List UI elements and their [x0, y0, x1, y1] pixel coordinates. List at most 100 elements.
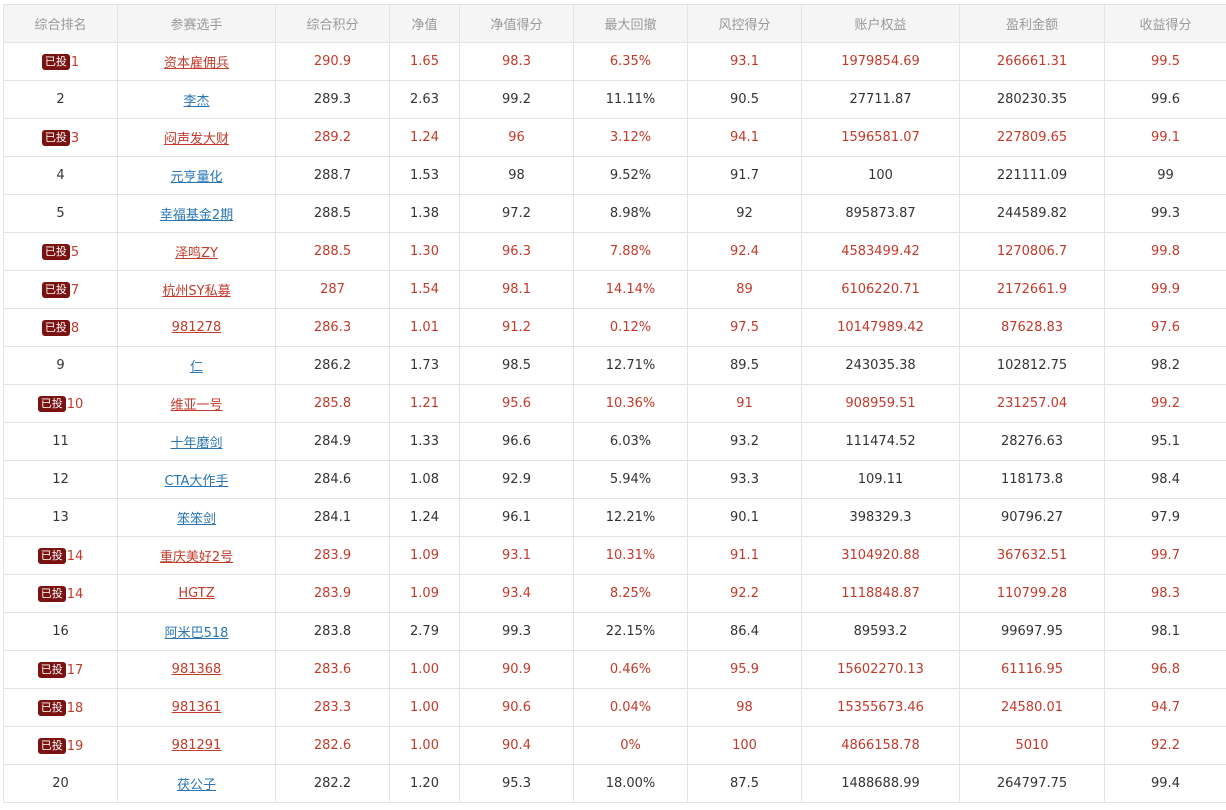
rank-number: 14 [67, 549, 84, 564]
max-drawdown-cell: 5.94% [574, 461, 688, 499]
return-score-cell: 97.6 [1105, 309, 1226, 347]
profit-cell: 231257.04 [960, 385, 1105, 423]
ranking-table: 综合排名 参赛选手 综合积分 净值 净值得分 最大回撤 风控得分 账户权益 盈利… [3, 4, 1226, 803]
header-equity[interactable]: 账户权益 [802, 5, 960, 43]
max-drawdown-cell: 0.04% [574, 689, 688, 727]
player-link[interactable]: 茯公子 [177, 778, 216, 793]
rank-cell: 2 [4, 81, 118, 119]
max-drawdown-cell: 7.88% [574, 233, 688, 271]
header-return-score[interactable]: 收益得分 [1105, 5, 1226, 43]
profit-cell: 227809.65 [960, 119, 1105, 157]
score-cell: 285.8 [276, 385, 390, 423]
equity-cell: 1596581.07 [802, 119, 960, 157]
player-link[interactable]: 闷声发大财 [164, 132, 229, 147]
header-risk-score[interactable]: 风控得分 [688, 5, 802, 43]
equity-cell: 895873.87 [802, 195, 960, 233]
player-link[interactable]: 笨笨剑 [177, 512, 216, 527]
player-link[interactable]: 981291 [172, 738, 222, 753]
player-link[interactable]: 李杰 [183, 94, 209, 109]
player-cell: CTA大作手 [118, 461, 276, 499]
header-rank[interactable]: 综合排名 [4, 5, 118, 43]
equity-cell: 15602270.13 [802, 651, 960, 689]
player-cell: 981278 [118, 309, 276, 347]
invested-badge: 已投 [42, 244, 70, 260]
equity-cell: 4583499.42 [802, 233, 960, 271]
return-score-cell: 99.8 [1105, 233, 1226, 271]
player-link[interactable]: 十年磨剑 [170, 436, 222, 451]
player-cell: 981368 [118, 651, 276, 689]
player-link[interactable]: 泽鸣ZY [175, 246, 218, 261]
rank-number: 5 [71, 245, 79, 260]
player-link[interactable]: 981278 [172, 320, 222, 335]
profit-cell: 61116.95 [960, 651, 1105, 689]
player-link[interactable]: 幸福基金2期 [160, 208, 233, 223]
invested-badge: 已投 [42, 130, 70, 146]
player-link[interactable]: CTA大作手 [165, 474, 229, 489]
player-link[interactable]: 981361 [172, 700, 222, 715]
header-player[interactable]: 参赛选手 [118, 5, 276, 43]
profit-cell: 1270806.7 [960, 233, 1105, 271]
header-profit[interactable]: 盈利金额 [960, 5, 1105, 43]
header-row: 综合排名 参赛选手 综合积分 净值 净值得分 最大回撤 风控得分 账户权益 盈利… [4, 5, 1226, 43]
player-cell: 981291 [118, 727, 276, 765]
rank-number: 9 [56, 358, 64, 373]
nav-score-cell: 98.5 [460, 347, 574, 385]
profit-cell: 266661.31 [960, 43, 1105, 81]
max-drawdown-cell: 8.25% [574, 575, 688, 613]
equity-cell: 15355673.46 [802, 689, 960, 727]
player-link[interactable]: 重庆美好2号 [160, 550, 233, 565]
player-link[interactable]: 维亚一号 [170, 398, 222, 413]
risk-score-cell: 89.5 [688, 347, 802, 385]
nav-cell: 1.30 [390, 233, 460, 271]
rank-cell: 13 [4, 499, 118, 537]
score-cell: 289.2 [276, 119, 390, 157]
player-link[interactable]: 981368 [172, 662, 222, 677]
profit-cell: 87628.83 [960, 309, 1105, 347]
invested-badge: 已投 [42, 54, 70, 70]
header-score[interactable]: 综合积分 [276, 5, 390, 43]
max-drawdown-cell: 6.35% [574, 43, 688, 81]
equity-cell: 1979854.69 [802, 43, 960, 81]
rank-cell: 9 [4, 347, 118, 385]
nav-cell: 1.08 [390, 461, 460, 499]
header-nav[interactable]: 净值 [390, 5, 460, 43]
score-cell: 289.3 [276, 81, 390, 119]
nav-score-cell: 93.4 [460, 575, 574, 613]
header-nav-score[interactable]: 净值得分 [460, 5, 574, 43]
player-link[interactable]: 阿米巴518 [165, 626, 229, 641]
player-link[interactable]: 仁 [190, 360, 203, 375]
risk-score-cell: 94.1 [688, 119, 802, 157]
nav-cell: 1.00 [390, 689, 460, 727]
nav-cell: 1.01 [390, 309, 460, 347]
score-cell: 283.6 [276, 651, 390, 689]
header-max-drawdown[interactable]: 最大回撤 [574, 5, 688, 43]
player-link[interactable]: 杭州SY私募 [162, 284, 230, 299]
player-link[interactable]: 资本雇佣兵 [164, 56, 229, 71]
equity-cell: 100 [802, 157, 960, 195]
nav-cell: 2.79 [390, 613, 460, 651]
return-score-cell: 99.5 [1105, 43, 1226, 81]
invested-badge: 已投 [38, 662, 66, 678]
nav-score-cell: 98.1 [460, 271, 574, 309]
player-link[interactable]: HGTZ [178, 586, 214, 601]
rank-number: 1 [71, 55, 79, 70]
nav-cell: 1.38 [390, 195, 460, 233]
nav-cell: 1.09 [390, 575, 460, 613]
max-drawdown-cell: 10.36% [574, 385, 688, 423]
equity-cell: 6106220.71 [802, 271, 960, 309]
max-drawdown-cell: 12.71% [574, 347, 688, 385]
rank-cell: 16 [4, 613, 118, 651]
player-link[interactable]: 元亨量化 [170, 170, 222, 185]
